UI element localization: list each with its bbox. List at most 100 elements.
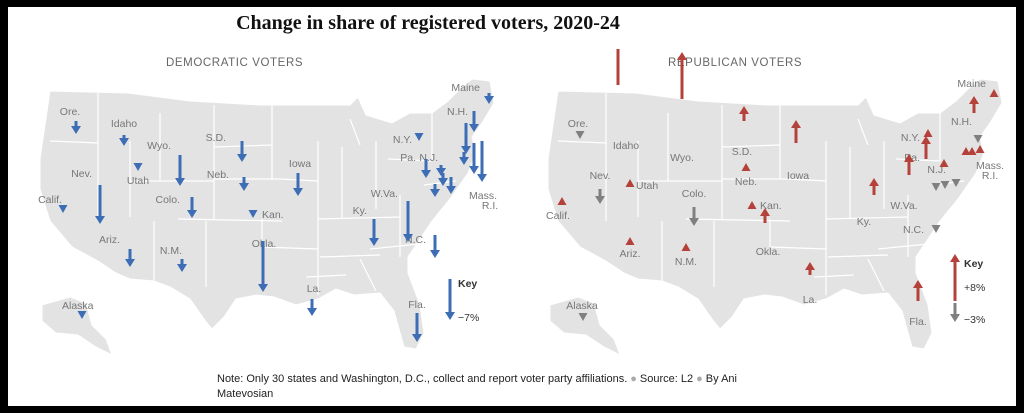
state-label-colo: Colo. — [682, 188, 707, 200]
state-label-nm: N.M. — [160, 245, 182, 257]
dem-arrow-mass — [477, 141, 487, 182]
rep-arrow-nj — [939, 159, 949, 167]
dem-arrow-iowa — [293, 173, 303, 196]
dem-arrow-ariz — [125, 249, 135, 267]
dem-key-arrow — [445, 279, 455, 320]
byline: By Ani Matevosian — [217, 373, 737, 400]
state-label-utah: Utah — [636, 180, 658, 192]
state-label-sd: S.D. — [206, 132, 226, 144]
rep-arrow-ore — [575, 131, 585, 139]
state-label-nh: N.H. — [447, 106, 468, 118]
rep-arrow-vt — [973, 135, 983, 143]
graphic-title: Change in share of registered voters, 20… — [236, 12, 620, 34]
rep-arrow-nh — [969, 96, 979, 113]
dem-arrow-de — [446, 177, 456, 194]
state-label-colo: Colo. — [155, 194, 180, 206]
rep-us-land — [547, 78, 1003, 350]
state-label-mass: Mass. — [469, 190, 497, 202]
rep-arrow-dc — [931, 183, 941, 191]
dem-key-title: Key — [458, 278, 477, 290]
rep-arrow-la — [805, 262, 815, 275]
state-label-pa: Pa. — [400, 152, 416, 164]
rep-key-title: Key — [964, 258, 983, 270]
dem-arrow-ore — [71, 121, 81, 134]
rep-arrow-nm — [681, 243, 691, 251]
dem-arrow-la — [307, 299, 317, 316]
rep-arrows — [557, 49, 999, 321]
rep-arrow-nev — [595, 189, 605, 204]
state-label-nh: N.H. — [951, 116, 972, 128]
dem-arrow-kan — [248, 210, 258, 218]
dem-state-labels: Ore. Idaho Wyo. S.D. Neb. Iowa Nev. Utah Colo. Ka… — [38, 82, 498, 312]
dem-arrow-nm — [177, 259, 187, 272]
dem-arrow-idaho — [119, 135, 129, 146]
republican-voters-map: Ore. Idaho Wyo. S.D. Neb. Iowa Nev. Utah Colo. Ka… — [546, 49, 1004, 357]
rep-arrow-nc — [931, 225, 941, 233]
dem-arrow-calif — [58, 205, 68, 213]
rep-state-labels: Ore. Idaho Wyo. S.D. Neb. Iowa Nev. Utah Colo. Ka… — [546, 78, 1004, 328]
rep-arrow-utah — [625, 179, 635, 187]
state-label-calif: Calif. — [546, 210, 570, 222]
state-label-sd: S.D. — [732, 146, 752, 158]
dem-arrow-ri — [469, 143, 479, 174]
dem-arrow-sd — [237, 141, 247, 162]
note-text: Note: Only 30 states and Washington, D.C… — [217, 373, 628, 385]
rep-arrow-mass — [975, 145, 985, 153]
rep-arrow-iowa — [791, 120, 801, 143]
state-label-okla: Okla. — [756, 246, 781, 258]
state-label-iowa: Iowa — [289, 158, 311, 170]
rep-panel-label: REPUBLICAN VOTERS — [668, 57, 803, 69]
dem-arrow-vt — [461, 123, 471, 154]
state-label-ri: R.I. — [482, 200, 498, 212]
dem-panel-label: DEMOCRATIC VOTERS — [166, 57, 304, 69]
source-text: Source: L2 — [639, 373, 694, 385]
state-label-ariz: Ariz. — [620, 248, 641, 260]
rep-arrow-ky — [869, 178, 879, 195]
dem-key-label: −7% — [458, 312, 479, 324]
rep-arrow-de — [951, 179, 961, 187]
state-label-wyo: Wyo. — [147, 140, 171, 152]
rep-key-neg-label: −3% — [964, 314, 985, 326]
state-label-ky: Ky. — [353, 205, 367, 217]
dem-arrow-pa — [421, 159, 431, 178]
rep-arrow-ny — [923, 129, 933, 137]
state-label-fla: Fla. — [408, 299, 426, 311]
state-label-calif: Calif. — [38, 194, 62, 206]
rep-arrow-pa — [921, 136, 931, 159]
rep-arrow-kan — [747, 201, 757, 209]
rep-state-borders — [557, 93, 965, 295]
state-label-maine: Maine — [957, 78, 986, 90]
state-label-wva: W.Va. — [371, 188, 398, 200]
dem-arrow-utah — [133, 163, 143, 171]
dem-us-land — [39, 78, 495, 350]
rep-key-pos-arrow — [950, 254, 960, 301]
state-label-iowa: Iowa — [787, 170, 809, 182]
state-label-alaska: Alaska — [62, 300, 94, 312]
rep-arrow-ct — [961, 147, 971, 155]
rep-arrow-alaska — [578, 313, 588, 321]
dem-alaska-land — [41, 296, 113, 357]
state-label-nc: N.C. — [903, 224, 924, 236]
state-label-nev: Nev. — [71, 168, 92, 180]
rep-arrow-wva — [904, 154, 914, 175]
state-label-ny: N.Y. — [393, 134, 412, 146]
state-label-utah: Utah — [127, 175, 149, 187]
state-label-nm: N.M. — [675, 256, 697, 268]
state-label-neb: Neb. — [735, 176, 757, 188]
state-label-nj: N.J. — [419, 152, 438, 164]
dem-state-borders — [49, 93, 457, 295]
state-label-la: La. — [803, 294, 818, 306]
rep-arrow-fla — [913, 280, 923, 301]
state-label-ky: Ky. — [857, 216, 871, 228]
state-label-neb: Neb. — [207, 169, 229, 181]
state-label-kan: Kan. — [760, 200, 782, 212]
dem-arrow-dc — [430, 184, 440, 197]
dem-arrow-ny — [414, 133, 424, 141]
state-label-fla: Fla. — [909, 316, 927, 328]
dem-key: Key −7% — [445, 278, 479, 324]
rep-key-pos-label: +8% — [964, 282, 985, 294]
state-label-maine: Maine — [451, 82, 480, 94]
rep-arrow-maine — [989, 89, 999, 97]
state-label-ri: R.I. — [982, 170, 998, 182]
rep-arrow-ariz — [625, 237, 635, 245]
